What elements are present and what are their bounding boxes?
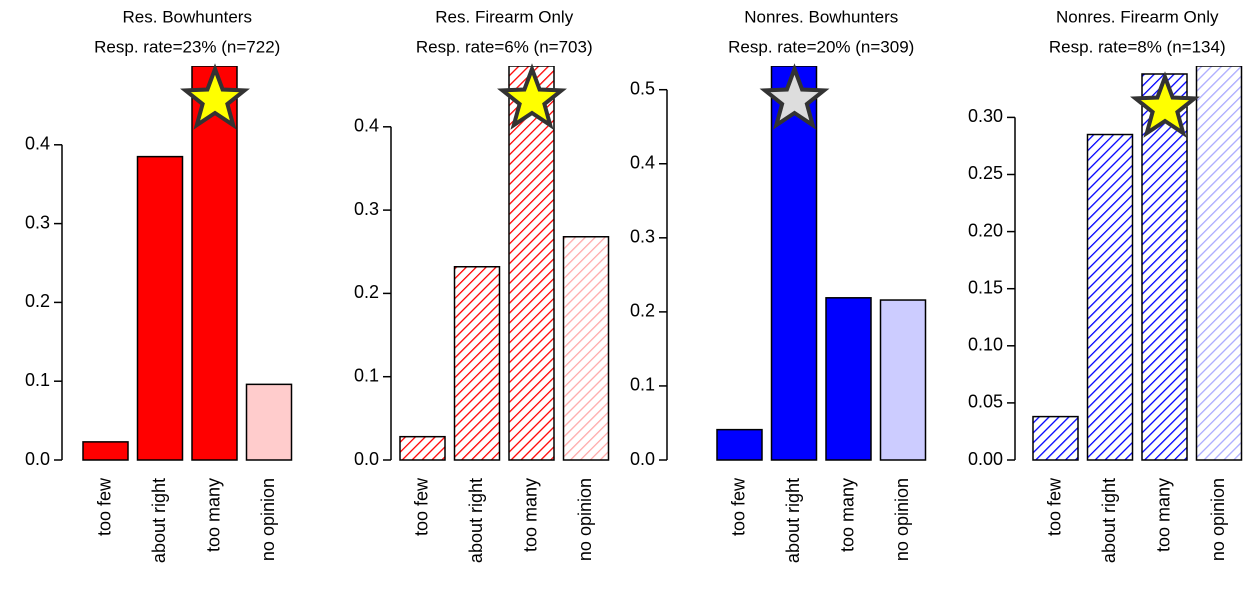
x-tick-label: about right — [1099, 478, 1119, 563]
y-tick-label: 0.4 — [354, 116, 379, 136]
x-tick-label: no opinion — [258, 478, 278, 561]
star — [497, 63, 567, 130]
bar — [82, 441, 129, 461]
x-tick-label: too few — [728, 477, 748, 536]
plot-area — [1032, 66, 1243, 461]
x-tick-label: too few — [411, 477, 431, 536]
bar — [770, 66, 818, 461]
chart-title: Nonres. Firearm Only — [1056, 7, 1219, 26]
y-tick-label: 0.4 — [25, 134, 50, 154]
chart-title: Res. Bowhunters — [123, 7, 252, 26]
bar — [825, 297, 872, 461]
y-tick-label: 0.2 — [630, 301, 655, 321]
x-tick-label: too few — [1044, 477, 1064, 536]
bar — [245, 383, 293, 461]
plot-area — [82, 66, 293, 461]
y-tick-label: 0.25 — [968, 163, 1003, 183]
x-tick-label: too many — [837, 478, 857, 552]
star — [759, 63, 830, 130]
bar — [879, 299, 927, 461]
chart-subtitle: Resp. rate=8% (n=134) — [1049, 37, 1226, 56]
y-tick-label: 0.20 — [968, 220, 1003, 240]
bar — [508, 66, 555, 461]
plot-area — [399, 66, 610, 461]
bar — [1032, 415, 1079, 461]
y-tick-label: 0.3 — [25, 212, 50, 232]
y-tick-label: 0.05 — [968, 392, 1003, 412]
y-tick-label: 0.1 — [630, 375, 655, 395]
y-tick-label: 0.30 — [968, 106, 1003, 126]
star — [180, 63, 250, 130]
x-tick-label: no opinion — [1208, 478, 1228, 561]
chart-subtitle: Resp. rate=20% (n=309) — [728, 37, 914, 56]
x-tick-label: too few — [94, 477, 114, 536]
x-tick-label: too many — [520, 478, 540, 552]
y-tick-label: 0.3 — [354, 199, 379, 219]
chart-title: Nonres. Bowhunters — [744, 7, 898, 26]
y-tick-label: 0.15 — [968, 277, 1003, 297]
bar — [716, 428, 763, 461]
y-tick-label: 0.1 — [25, 370, 50, 390]
x-tick-label: about right — [149, 478, 169, 563]
y-tick-label: 0.10 — [968, 335, 1003, 355]
bar — [1086, 133, 1134, 461]
x-tick-label: too many — [203, 478, 223, 552]
x-tick-label: too many — [1153, 478, 1173, 552]
y-tick-label: 0.00 — [968, 449, 1003, 469]
y-tick-label: 0.1 — [354, 365, 379, 385]
y-tick-label: 0.3 — [630, 227, 655, 247]
chart-title: Res. Firearm Only — [435, 7, 573, 26]
bar — [399, 435, 446, 461]
x-tick-label: about right — [466, 478, 486, 563]
y-tick-label: 0.4 — [630, 153, 655, 173]
bar — [1195, 66, 1243, 461]
y-tick-label: 0.2 — [354, 282, 379, 302]
bar — [136, 155, 184, 461]
x-tick-label: no opinion — [575, 478, 595, 561]
y-tick-label: 0.0 — [25, 449, 50, 469]
bar — [453, 265, 501, 461]
y-tick-label: 0.0 — [630, 449, 655, 469]
bar — [562, 236, 610, 461]
plot-area — [716, 66, 927, 461]
star — [1130, 71, 1200, 138]
x-tick-label: about right — [783, 478, 803, 563]
chart-subtitle: Resp. rate=23% (n=722) — [94, 37, 280, 56]
y-tick-label: 0.5 — [630, 78, 655, 98]
chart-subtitle: Resp. rate=6% (n=703) — [416, 37, 593, 56]
y-tick-label: 0.0 — [354, 449, 379, 469]
y-tick-label: 0.2 — [25, 291, 50, 311]
bar — [191, 66, 238, 461]
x-tick-label: no opinion — [892, 478, 912, 561]
